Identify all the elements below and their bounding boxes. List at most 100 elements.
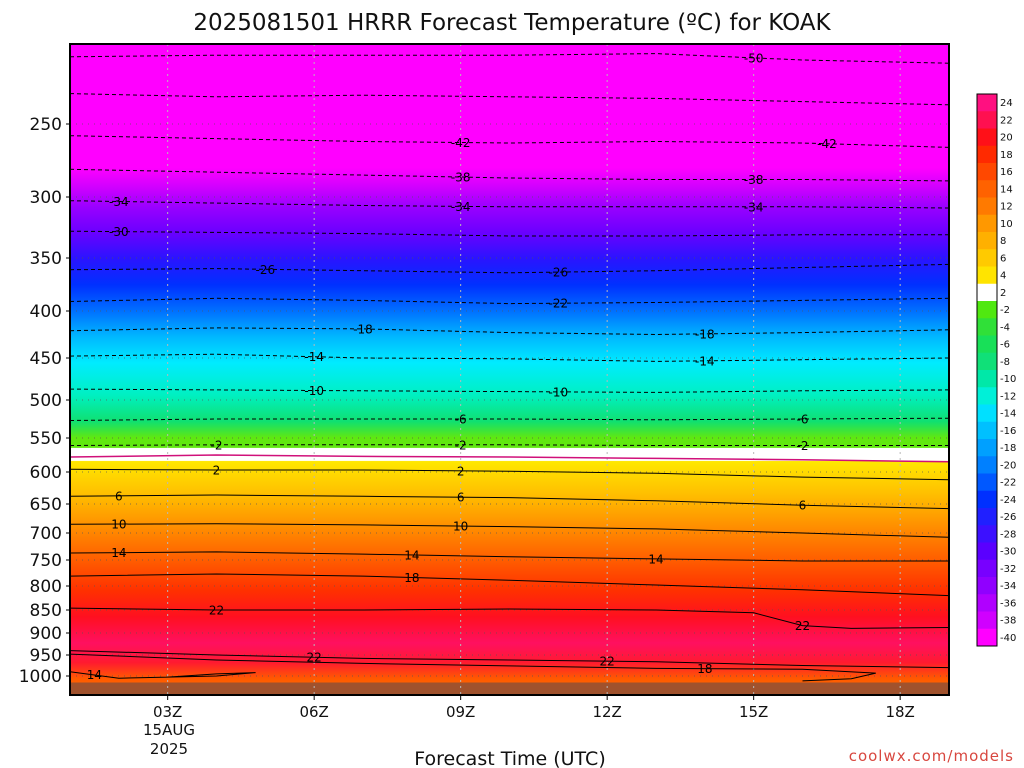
y-tick-label: 650: [30, 495, 62, 515]
contour-label: 14: [648, 552, 663, 566]
y-tick-label: 500: [30, 391, 62, 411]
contour-label: -38: [451, 171, 471, 185]
x-axis: 03Z 06Z 09Z 12Z 15Z 18Z: [153, 695, 915, 721]
colorbar-tick-label: -12: [1000, 391, 1016, 402]
colorbar-tick-label: 4: [1000, 271, 1006, 282]
colorbar-swatch: [977, 370, 997, 388]
contour-label: 14: [87, 668, 102, 682]
colorbar-tick-label: -38: [1000, 616, 1016, 627]
contour-label: -50: [744, 51, 764, 65]
contour-line: [70, 650, 949, 669]
colorbar-swatch: [977, 249, 997, 267]
colorbar-tick-label: -10: [1000, 374, 1016, 385]
colorbar-swatch: [977, 266, 997, 285]
contour-label: 2: [213, 463, 221, 477]
colorbar-swatch: [977, 145, 997, 164]
colorbar-swatch: [977, 508, 997, 526]
contour-label: -6: [797, 413, 809, 427]
colorbar-tick-label: -34: [1000, 581, 1016, 592]
contour-label: -14: [304, 350, 324, 364]
colorbar-tick-label: -6: [1000, 340, 1010, 351]
colorbar-tick-label: -24: [1000, 495, 1016, 506]
credit-link[interactable]: coolwx.com/models: [849, 747, 1014, 765]
colorbar-tick-label: -32: [1000, 564, 1016, 575]
colorbar-swatch: [977, 611, 997, 630]
colorbar-swatch: [977, 542, 997, 561]
colorbar-tick-label: -18: [1000, 443, 1016, 454]
x-tick-label: 18Z: [885, 703, 914, 721]
x-tick-label: 15Z: [739, 703, 768, 721]
colorbar-swatch: [977, 94, 997, 112]
contour-label: 22: [600, 655, 615, 669]
colorbar-tick-label: 2: [1000, 288, 1006, 299]
y-axis: 250 300 350 400 450 500 550 600 650 700 750 800 850 9…: [19, 115, 70, 687]
contour-label: 22: [209, 604, 224, 618]
chart-title: 2025081501 HRRR Forecast Temperature (ºC…: [193, 10, 831, 36]
colorbar-tick-label: 10: [1000, 219, 1013, 230]
y-tick-label: 550: [30, 429, 62, 449]
colorbar-swatch: [977, 197, 997, 216]
contour-label: 22: [307, 651, 322, 665]
y-tick-label: 750: [30, 551, 62, 571]
contour-line: [70, 607, 949, 629]
x-tick-label: 03Z: [153, 703, 182, 721]
contour-label: 22: [795, 619, 810, 633]
contour-label: -10: [304, 384, 324, 398]
contour-label: 2: [457, 464, 465, 478]
y-tick-label: 1000: [19, 667, 62, 687]
contour-label: -42: [451, 136, 471, 150]
colorbar-swatch: [977, 594, 997, 612]
y-tick-label: 450: [30, 349, 62, 369]
contour-label: -18: [353, 322, 373, 336]
colorbar-tick-label: -26: [1000, 512, 1016, 523]
contour-label: -14: [695, 354, 715, 368]
x-tick-label: 12Z: [592, 703, 621, 721]
contour-label: 14: [111, 546, 126, 560]
date-label-day: 15AUG: [143, 721, 195, 739]
contour-line: [70, 653, 876, 682]
contour-label: -2: [211, 438, 223, 452]
colorbar-tick-label: 22: [1000, 115, 1013, 126]
contour-label: 10: [453, 520, 468, 534]
contour-label: 6: [115, 489, 123, 503]
contour-label: -2: [797, 439, 809, 453]
contour-label: -10: [549, 385, 569, 399]
colorbar-tick-label: -28: [1000, 529, 1016, 540]
colorbar-tick-label: 24: [1000, 98, 1013, 109]
colorbar-tick-label: 8: [1000, 236, 1006, 247]
colorbar-swatch: [977, 335, 997, 354]
colorbar-swatch: [977, 180, 997, 198]
colorbar-tick-label: 6: [1000, 253, 1006, 264]
contour-label: 6: [799, 499, 807, 513]
contour-label: 14: [404, 548, 419, 562]
plot-frame: [69, 43, 950, 696]
date-label-year: 2025: [150, 740, 188, 758]
contour-line: [70, 494, 949, 510]
y-tick-label: 950: [30, 646, 62, 666]
colorbar-tick-label: -22: [1000, 478, 1016, 489]
x-axis-label: Forecast Time (UTC): [414, 748, 605, 768]
contour-label: -38: [744, 173, 764, 187]
contour-label: 6: [457, 491, 465, 505]
colorbar-tick-label: 20: [1000, 133, 1013, 144]
colorbar-tick-label: -4: [1000, 322, 1010, 333]
colorbar-swatch: [977, 559, 997, 578]
colorbar-tick-label: 14: [1000, 184, 1013, 195]
colorbar-swatch: [977, 525, 997, 543]
colorbar-tick-label: -36: [1000, 598, 1016, 609]
y-tick-label: 850: [30, 601, 62, 621]
colorbar-tick-label: -2: [1000, 305, 1010, 316]
contour-label: -34: [744, 200, 764, 214]
colorbar-tick-label: -40: [1000, 633, 1016, 644]
contour-line: [70, 551, 949, 562]
colorbar-swatch: [977, 473, 997, 492]
colorbar-tick-label: 12: [1000, 202, 1013, 213]
contour-label: 18: [404, 571, 419, 585]
colorbar-swatch: [977, 628, 997, 647]
colorbar: 24 22 20 18 16 14 12 10 8 6 4 2 -2 -4 -6 -8 -10 -12 -14 -16…: [976, 93, 1016, 647]
colorbar-swatch: [977, 301, 997, 319]
contour-label: 10: [111, 518, 126, 532]
contour-label: -26: [256, 263, 276, 277]
colorbar-tick-label: -20: [1000, 460, 1016, 471]
x-tick-label: 09Z: [446, 703, 475, 721]
